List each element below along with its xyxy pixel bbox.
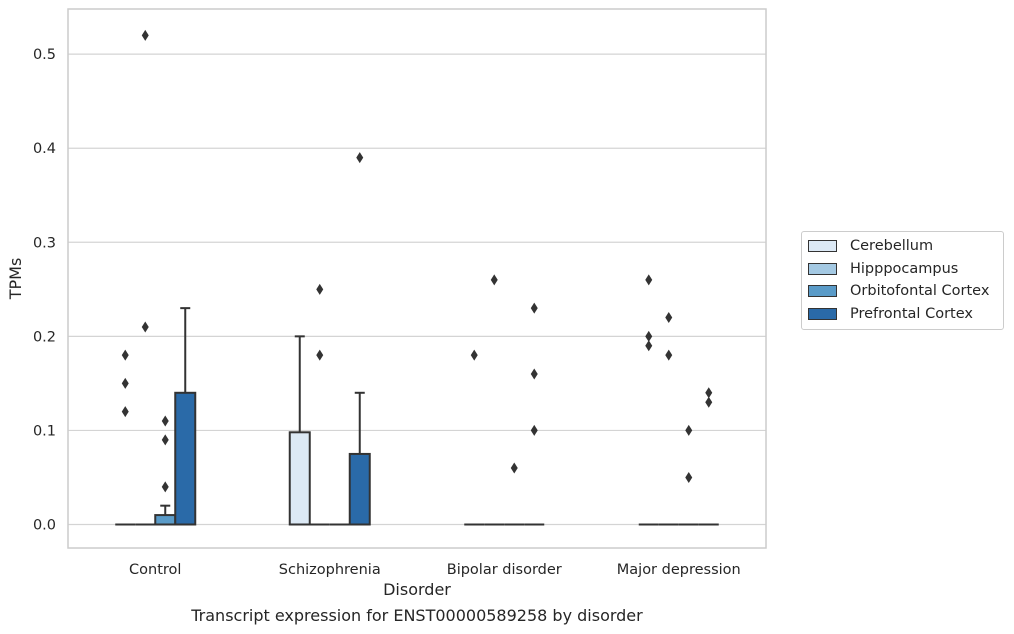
box [288,431,311,526]
legend-swatch-cerebellum [808,240,837,253]
outlier-marker [530,302,538,314]
outlier-marker [121,406,129,418]
outlier-marker [665,312,673,324]
outlier-marker [530,424,538,436]
box [174,391,197,526]
outlier-marker [645,274,653,286]
box [154,514,177,526]
outlier-marker [161,434,169,446]
legend-swatch-orbitofrontal-cortex [808,285,837,298]
outlier-marker [141,29,149,41]
legend-item-orbitofrontal-cortex: Orbitofontal Cortex [802,280,1003,303]
outlier-marker [645,340,653,352]
x-tick-label: Bipolar disorder [447,562,562,578]
legend-item-hippocampus: Hipppocampus [802,258,1003,281]
figure-caption: Transcript expression for ENST0000058925… [191,606,643,625]
outlier-marker [645,330,653,342]
outlier-marker [121,377,129,389]
y-tick-label: 0.5 [33,47,56,63]
y-tick-label: 0.3 [33,235,56,251]
y-tick-label: 0.2 [33,329,56,345]
outlier-marker [316,349,324,361]
legend-item-prefrontal-cortex: Prefrontal Cortex [802,303,1003,326]
outlier-marker [665,349,673,361]
outlier-marker [161,415,169,427]
legend-label: Orbitofontal Cortex [850,283,990,300]
chart-legend: Cerebellum Hipppocampus Orbitofontal Cor… [801,231,1004,330]
box [348,452,371,526]
outlier-marker [356,152,364,164]
legend-label: Prefrontal Cortex [850,305,973,322]
plot-area-frame [67,8,767,549]
x-tick-label: Control [129,562,181,578]
y-tick-label: 0.1 [33,423,56,439]
outlier-marker [490,274,498,286]
outlier-marker [685,471,693,483]
y-tick-label: 0.0 [33,517,56,533]
outlier-marker [705,396,713,408]
outlier-marker [530,368,538,380]
y-axis-label: TPMs [6,258,25,301]
outlier-marker [470,349,478,361]
legend-swatch-hippocampus [808,262,837,275]
outlier-marker [316,283,324,295]
x-tick-label: Major depression [617,562,741,578]
legend-swatch-prefrontal-cortex [808,307,837,320]
outlier-marker [141,321,149,333]
outlier-marker [510,462,518,474]
legend-label: Cerebellum [850,238,934,255]
legend-item-cerebellum: Cerebellum [802,235,1003,258]
outlier-marker [121,349,129,361]
y-tick-label: 0.4 [33,141,56,157]
outlier-marker [705,387,713,399]
outlier-marker [161,481,169,493]
outlier-marker [685,424,693,436]
x-tick-label: Schizophrenia [279,562,381,578]
legend-label: Hipppocampus [850,260,959,277]
x-axis-label: Disorder [383,580,451,599]
